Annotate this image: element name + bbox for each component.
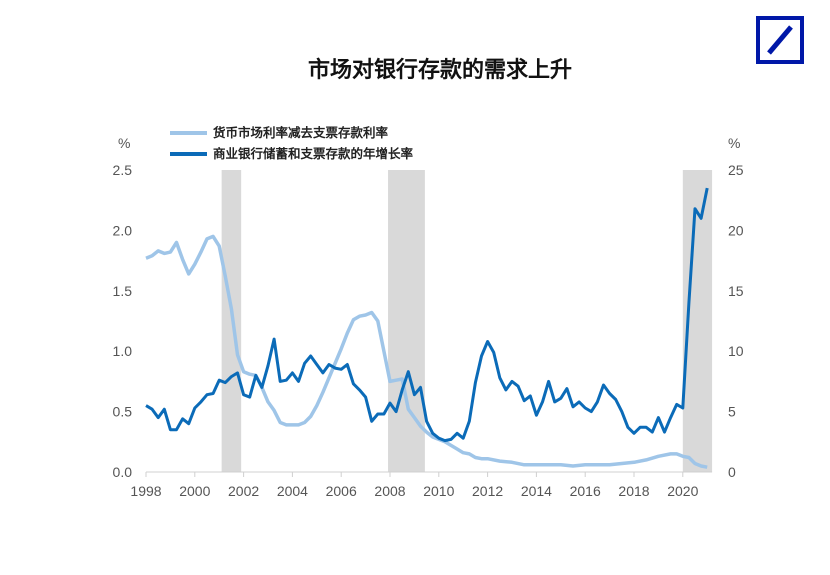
right-y-tick-label: 15 (728, 283, 744, 299)
x-tick-label: 2002 (228, 483, 259, 499)
x-tick-label: 1998 (130, 483, 161, 499)
x-tick-label: 2020 (667, 483, 698, 499)
deutsche-bank-logo (756, 16, 804, 64)
x-tick-label: 2010 (423, 483, 454, 499)
left-unit-label: % (118, 135, 130, 151)
left-y-tick-label: 1.0 (113, 343, 133, 359)
x-tick-label: 2000 (179, 483, 210, 499)
x-tick-label: 2018 (618, 483, 649, 499)
right-y-tick-label: 0 (728, 464, 736, 480)
logo-slash-icon (767, 25, 793, 55)
left-y-tick-label: 2.0 (113, 222, 133, 238)
x-tick-label: 2008 (374, 483, 405, 499)
right-unit-label: % (728, 135, 740, 151)
right-y-tick-label: 5 (728, 404, 736, 420)
x-tick-label: 2014 (521, 483, 552, 499)
series-line-spread (145, 234, 708, 469)
left-y-tick-label: 1.5 (113, 283, 133, 299)
left-y-tick-label: 2.5 (113, 162, 133, 178)
left-y-tick-label: 0.0 (113, 464, 133, 480)
right-y-tick-label: 25 (728, 162, 744, 178)
series-line-deposits (145, 187, 709, 443)
chart-title: 市场对银行存款的需求上升 (307, 57, 572, 83)
legend-label-deposits: 商业银行储蓄和支票存款的年增长率 (213, 146, 414, 161)
x-tick-label: 2016 (570, 483, 601, 499)
right-y-tick-label: 20 (728, 222, 744, 238)
x-tick-label: 2004 (277, 483, 308, 499)
x-tick-label: 2012 (472, 483, 503, 499)
left-y-tick-label: 0.5 (113, 404, 133, 420)
legend: 货币市场利率减去支票存款利率 商业银行储蓄和支票存款的年增长率 (170, 125, 414, 161)
right-y-tick-label: 10 (728, 343, 744, 359)
x-tick-label: 2006 (326, 483, 357, 499)
legend-label-spread: 货币市场利率减去支票存款利率 (213, 125, 389, 140)
